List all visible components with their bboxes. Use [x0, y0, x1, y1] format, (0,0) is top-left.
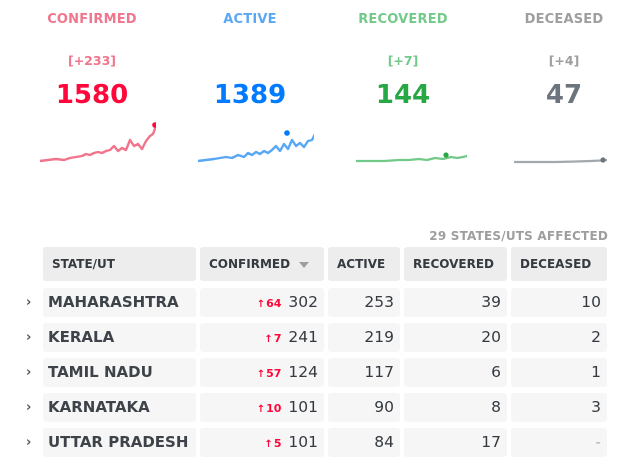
recovered-sparkline-line [356, 154, 467, 163]
confirmed-sparkline [39, 122, 156, 163]
expand-chevron-icon[interactable]: › [26, 400, 32, 415]
confirmed-count: 1580 [55, 80, 129, 110]
arrow-up-icon: ↑ [256, 404, 266, 415]
deceased-sparkline [514, 157, 608, 164]
deceased-delta: [+4] [548, 53, 580, 68]
recovered-sparkline-dot [443, 152, 449, 158]
arrow-up-icon: ↑ [256, 299, 266, 310]
cell-confirmed: ↑5 101 [200, 428, 324, 457]
expand-chevron-icon[interactable]: › [26, 330, 32, 345]
cell-active: 84 [328, 428, 400, 457]
cell-state: MAHARASHTRA [43, 288, 196, 317]
recovered-delta: [+7] [387, 53, 419, 68]
cell-state: UTTAR PRADESH [43, 428, 196, 457]
cell-deceased: 3 [511, 393, 607, 422]
arrow-up-icon: ↑ [264, 439, 273, 450]
active-sparkline-line [197, 133, 314, 163]
header-deceased[interactable]: DECEASED [511, 247, 607, 281]
arrow-up-icon: ↑ [264, 334, 273, 345]
cell-state: TAMIL NADU [43, 358, 196, 387]
cell-state: KARNATAKA [43, 393, 196, 422]
cell-active: 219 [328, 323, 400, 352]
cell-state: KERALA [43, 323, 196, 352]
cell-deceased: 1 [511, 358, 607, 387]
cell-active: 117 [328, 358, 400, 387]
active-label: ACTIVE [223, 12, 277, 27]
cell-confirmed: ↑64 302 [200, 288, 324, 317]
cell-confirmed: ↑7 241 [200, 323, 324, 352]
cell-recovered: 20 [404, 323, 507, 352]
cell-deceased: - [511, 428, 607, 457]
expand-chevron-icon[interactable]: › [26, 365, 32, 380]
confirmed-value: 101 [288, 398, 318, 416]
deceased-sparkline-dot [600, 157, 606, 163]
cell-confirmed: ↑10 101 [200, 393, 324, 422]
header-recovered[interactable]: RECOVERED [404, 247, 507, 281]
cell-recovered: 8 [404, 393, 507, 422]
confirmed-increase: ↑5 [264, 437, 282, 450]
confirmed-delta: [+233] [68, 53, 116, 68]
cell-recovered: 6 [404, 358, 507, 387]
cell-deceased: 2 [511, 323, 607, 352]
confirmed-value: 241 [288, 328, 318, 346]
active-count: 1389 [213, 80, 287, 110]
active-sparkline-dot [284, 130, 290, 136]
confirmed-label: CONFIRMED [47, 12, 137, 27]
arrow-up-icon: ↑ [256, 369, 266, 380]
confirmed-value: 124 [288, 363, 318, 381]
cell-confirmed: ↑57 124 [200, 358, 324, 387]
confirmed-increase: ↑10 [256, 402, 282, 415]
confirmed-increase: ↑64 [256, 297, 282, 310]
deceased-sparkline-line [514, 158, 608, 164]
header-confirmed[interactable]: CONFIRMED [200, 247, 324, 281]
expand-chevron-icon[interactable]: › [26, 295, 32, 310]
confirmed-value: 101 [288, 433, 318, 451]
deceased-count: 47 [545, 80, 583, 110]
cell-recovered: 17 [404, 428, 507, 457]
confirmed-sparkline-dot [152, 122, 156, 128]
states-affected-label: 29 STATES/UTS AFFECTED [429, 229, 608, 243]
expand-chevron-icon[interactable]: › [26, 435, 32, 450]
deceased-label: DECEASED [524, 12, 604, 27]
cell-active: 90 [328, 393, 400, 422]
confirmed-value: 302 [288, 293, 318, 311]
confirmed-increase: ↑7 [264, 332, 282, 345]
confirmed-sparkline-line [39, 125, 156, 163]
header-state[interactable]: STATE/UT [43, 247, 196, 281]
cell-deceased: 10 [511, 288, 607, 317]
sort-desc-icon [299, 261, 310, 268]
header-active[interactable]: ACTIVE [328, 247, 400, 281]
confirmed-increase: ↑57 [256, 367, 282, 380]
cell-active: 253 [328, 288, 400, 317]
cell-recovered: 39 [404, 288, 507, 317]
active-sparkline [197, 130, 314, 163]
recovered-count: 144 [375, 80, 431, 110]
recovered-label: RECOVERED [358, 12, 448, 27]
recovered-sparkline [356, 152, 467, 163]
